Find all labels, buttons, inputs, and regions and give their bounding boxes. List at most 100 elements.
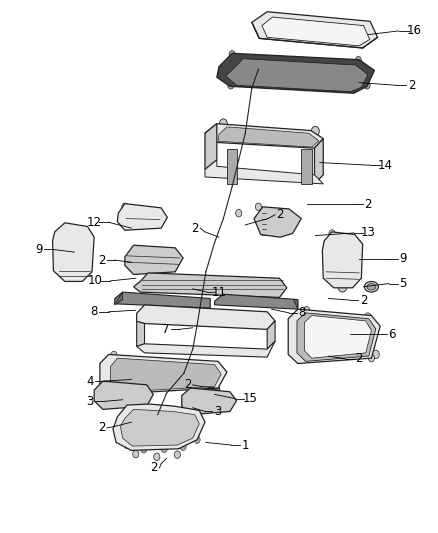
Polygon shape xyxy=(314,139,323,184)
Polygon shape xyxy=(304,316,371,358)
Polygon shape xyxy=(115,292,210,308)
Circle shape xyxy=(141,446,147,453)
Text: 7: 7 xyxy=(162,323,170,336)
Text: 2: 2 xyxy=(276,208,284,221)
Polygon shape xyxy=(113,404,205,450)
Circle shape xyxy=(217,282,221,288)
Polygon shape xyxy=(218,127,319,147)
Circle shape xyxy=(306,59,309,63)
Circle shape xyxy=(132,427,140,437)
Text: 2: 2 xyxy=(355,352,363,365)
Text: 2: 2 xyxy=(360,294,367,306)
Polygon shape xyxy=(215,294,298,309)
Text: 2: 2 xyxy=(191,222,199,235)
Circle shape xyxy=(191,429,194,433)
Text: 2: 2 xyxy=(364,198,372,211)
Polygon shape xyxy=(254,207,301,237)
Text: 3: 3 xyxy=(86,395,93,408)
FancyBboxPatch shape xyxy=(60,240,86,246)
Polygon shape xyxy=(301,149,312,184)
Text: 2: 2 xyxy=(184,378,191,391)
Circle shape xyxy=(269,282,274,288)
Circle shape xyxy=(274,59,278,63)
Circle shape xyxy=(364,82,370,89)
Polygon shape xyxy=(205,160,323,184)
Polygon shape xyxy=(182,388,237,415)
Circle shape xyxy=(173,258,178,264)
Circle shape xyxy=(243,58,246,62)
Text: 11: 11 xyxy=(212,286,226,298)
Circle shape xyxy=(162,257,167,263)
Text: 10: 10 xyxy=(88,274,103,287)
Text: 2: 2 xyxy=(98,422,106,434)
Circle shape xyxy=(321,60,325,64)
Circle shape xyxy=(338,281,347,292)
Circle shape xyxy=(212,387,217,393)
Text: 6: 6 xyxy=(388,328,396,341)
Circle shape xyxy=(199,366,204,372)
Ellipse shape xyxy=(364,281,378,292)
Circle shape xyxy=(368,354,374,362)
Circle shape xyxy=(209,384,220,397)
Circle shape xyxy=(124,441,130,449)
Circle shape xyxy=(252,282,256,288)
Circle shape xyxy=(122,203,128,211)
Polygon shape xyxy=(134,273,287,297)
Polygon shape xyxy=(293,300,298,309)
FancyBboxPatch shape xyxy=(60,248,86,254)
Circle shape xyxy=(180,282,184,288)
Circle shape xyxy=(149,282,153,288)
Text: 2: 2 xyxy=(150,462,158,474)
Polygon shape xyxy=(110,358,221,392)
Text: 1: 1 xyxy=(241,439,249,451)
Circle shape xyxy=(229,51,235,58)
Circle shape xyxy=(329,230,335,237)
Circle shape xyxy=(152,428,159,438)
Circle shape xyxy=(314,59,317,63)
Circle shape xyxy=(311,126,319,136)
Polygon shape xyxy=(137,321,145,346)
Circle shape xyxy=(214,381,219,387)
Circle shape xyxy=(255,203,261,211)
Text: 9: 9 xyxy=(399,252,407,265)
Circle shape xyxy=(161,445,167,453)
Circle shape xyxy=(251,58,254,62)
Polygon shape xyxy=(125,245,183,274)
Polygon shape xyxy=(94,381,153,409)
Polygon shape xyxy=(137,305,275,329)
Polygon shape xyxy=(227,149,237,184)
Circle shape xyxy=(111,351,117,359)
FancyBboxPatch shape xyxy=(60,256,86,262)
Circle shape xyxy=(258,58,262,62)
Circle shape xyxy=(236,209,242,217)
Circle shape xyxy=(228,82,234,89)
Circle shape xyxy=(154,431,157,435)
Circle shape xyxy=(122,360,127,367)
Polygon shape xyxy=(117,204,167,230)
Polygon shape xyxy=(322,232,363,288)
Text: 8: 8 xyxy=(91,305,98,318)
Text: 13: 13 xyxy=(360,227,375,239)
Circle shape xyxy=(133,450,139,458)
Circle shape xyxy=(266,58,270,62)
Circle shape xyxy=(235,58,238,62)
Circle shape xyxy=(355,56,361,64)
Circle shape xyxy=(270,212,286,231)
Circle shape xyxy=(194,436,200,443)
Circle shape xyxy=(337,60,341,64)
Circle shape xyxy=(329,60,333,64)
Polygon shape xyxy=(115,292,123,305)
Polygon shape xyxy=(288,309,380,364)
Circle shape xyxy=(154,453,160,461)
Polygon shape xyxy=(297,313,376,361)
Ellipse shape xyxy=(367,284,376,290)
Polygon shape xyxy=(262,17,370,46)
Polygon shape xyxy=(226,59,368,92)
Circle shape xyxy=(304,306,310,314)
Polygon shape xyxy=(100,354,227,394)
Circle shape xyxy=(134,430,138,434)
Circle shape xyxy=(189,426,197,435)
Circle shape xyxy=(353,60,357,64)
Polygon shape xyxy=(205,124,217,169)
Circle shape xyxy=(364,313,371,321)
